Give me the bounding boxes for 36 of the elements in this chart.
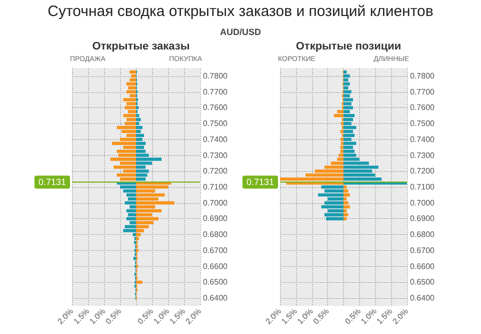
y-tick-label: 0.7300 [203, 150, 228, 160]
y-tick-label: 0.6700 [410, 246, 436, 255]
y-tick-label: 0.6500 [410, 278, 436, 287]
y-tick-label: 0.7200 [410, 166, 436, 176]
y-tick-label: 0.7800 [203, 71, 228, 80]
y-tick-label: 0.6600 [410, 262, 436, 271]
ref-line-label: 0.7131 [38, 177, 66, 188]
y-tick-label: 0.7000 [410, 198, 436, 208]
y-tick-label: 0.7500 [410, 119, 436, 128]
y-tick-label: 0.7100 [203, 182, 228, 192]
ref-line-label: 0.7131 [246, 177, 274, 188]
y-tick-label: 0.6900 [203, 214, 228, 224]
y-tick-label: 0.6500 [203, 278, 228, 287]
y-tick-label: 0.7700 [410, 87, 436, 96]
y-tick-label: 0.7600 [203, 103, 228, 112]
y-tick-label: 0.6400 [203, 294, 228, 303]
y-tick-label: 0.6800 [203, 230, 228, 240]
y-tick-label: 0.7300 [410, 150, 436, 160]
y-tick-label: 0.7400 [203, 134, 228, 144]
y-tick-label: 0.7400 [410, 134, 436, 144]
y-tick-label: 0.7500 [203, 119, 228, 128]
chart-title: Открытые позиции [296, 40, 402, 52]
y-tick-label: 0.6800 [410, 230, 436, 240]
y-tick-label: 0.7600 [410, 103, 436, 112]
y-tick-label: 0.7700 [203, 87, 228, 96]
y-tick-label: 0.6600 [203, 262, 228, 271]
y-tick-label: 0.6900 [410, 214, 436, 224]
y-tick-label: 0.6400 [410, 294, 436, 303]
chart-title: Открытые заказы [92, 40, 190, 52]
y-tick-label: 0.7100 [410, 182, 436, 192]
y-tick-label: 0.7200 [203, 166, 228, 176]
y-tick-label: 0.7000 [203, 198, 228, 208]
text: AUD/USD [218, 27, 262, 37]
y-tick-label: 0.6700 [203, 246, 228, 255]
text: Суточная сводка открытых заказов и позиций клиентов [46, 3, 434, 21]
y-tick-label: 0.7800 [410, 71, 436, 80]
